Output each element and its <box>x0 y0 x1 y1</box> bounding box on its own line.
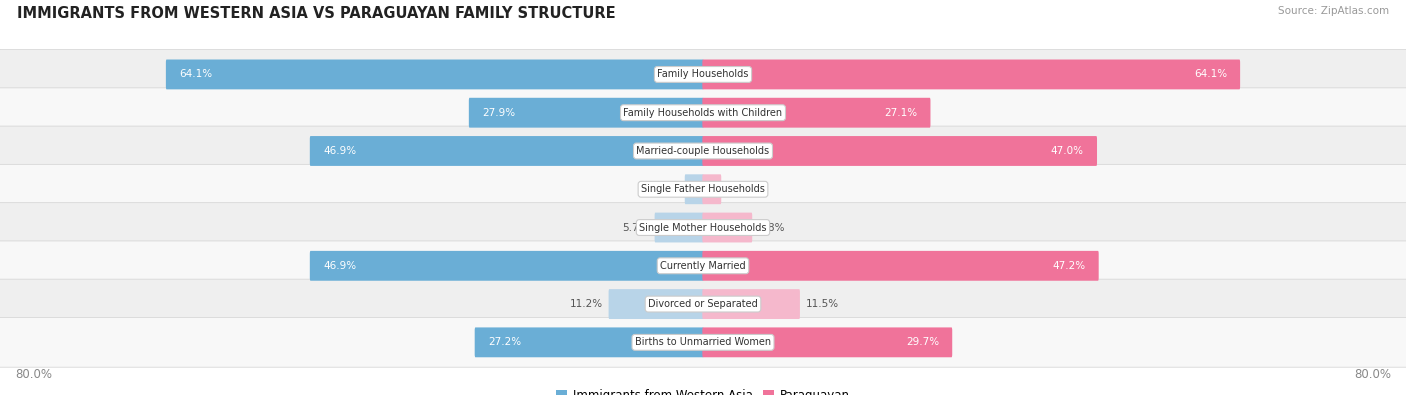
FancyBboxPatch shape <box>0 241 1406 291</box>
Text: Divorced or Separated: Divorced or Separated <box>648 299 758 309</box>
FancyBboxPatch shape <box>475 327 703 357</box>
Text: Family Households: Family Households <box>658 70 748 79</box>
Legend: Immigrants from Western Asia, Paraguayan: Immigrants from Western Asia, Paraguayan <box>551 384 855 395</box>
FancyBboxPatch shape <box>0 318 1406 367</box>
Text: 5.7%: 5.7% <box>621 222 648 233</box>
FancyBboxPatch shape <box>309 251 703 281</box>
Text: 11.5%: 11.5% <box>806 299 839 309</box>
FancyBboxPatch shape <box>703 174 721 204</box>
Text: 2.1%: 2.1% <box>727 184 754 194</box>
Text: Family Households with Children: Family Households with Children <box>623 108 783 118</box>
FancyBboxPatch shape <box>703 213 752 243</box>
FancyBboxPatch shape <box>703 98 931 128</box>
FancyBboxPatch shape <box>0 164 1406 214</box>
FancyBboxPatch shape <box>468 98 703 128</box>
Text: 27.9%: 27.9% <box>482 108 515 118</box>
Text: Source: ZipAtlas.com: Source: ZipAtlas.com <box>1278 6 1389 16</box>
Text: 11.2%: 11.2% <box>569 299 603 309</box>
FancyBboxPatch shape <box>685 174 703 204</box>
Text: 47.0%: 47.0% <box>1050 146 1084 156</box>
FancyBboxPatch shape <box>703 251 1098 281</box>
Text: Births to Unmarried Women: Births to Unmarried Women <box>636 337 770 347</box>
FancyBboxPatch shape <box>0 126 1406 176</box>
FancyBboxPatch shape <box>655 213 703 243</box>
Text: Single Father Households: Single Father Households <box>641 184 765 194</box>
FancyBboxPatch shape <box>0 203 1406 252</box>
Text: 2.1%: 2.1% <box>652 184 679 194</box>
Text: 27.1%: 27.1% <box>884 108 917 118</box>
FancyBboxPatch shape <box>309 136 703 166</box>
FancyBboxPatch shape <box>703 289 800 319</box>
FancyBboxPatch shape <box>703 327 952 357</box>
Text: Currently Married: Currently Married <box>661 261 745 271</box>
Text: 29.7%: 29.7% <box>905 337 939 347</box>
Text: IMMIGRANTS FROM WESTERN ASIA VS PARAGUAYAN FAMILY STRUCTURE: IMMIGRANTS FROM WESTERN ASIA VS PARAGUAY… <box>17 6 616 21</box>
Text: 46.9%: 46.9% <box>323 261 356 271</box>
FancyBboxPatch shape <box>0 88 1406 137</box>
FancyBboxPatch shape <box>0 279 1406 329</box>
Text: 5.8%: 5.8% <box>758 222 785 233</box>
FancyBboxPatch shape <box>0 49 1406 99</box>
FancyBboxPatch shape <box>703 136 1097 166</box>
FancyBboxPatch shape <box>703 60 1240 89</box>
FancyBboxPatch shape <box>166 60 703 89</box>
Text: 46.9%: 46.9% <box>323 146 356 156</box>
Text: Single Mother Households: Single Mother Households <box>640 222 766 233</box>
Text: Married-couple Households: Married-couple Households <box>637 146 769 156</box>
Text: 64.1%: 64.1% <box>179 70 212 79</box>
Text: 47.2%: 47.2% <box>1052 261 1085 271</box>
Text: 27.2%: 27.2% <box>488 337 522 347</box>
Text: 64.1%: 64.1% <box>1194 70 1227 79</box>
FancyBboxPatch shape <box>609 289 703 319</box>
